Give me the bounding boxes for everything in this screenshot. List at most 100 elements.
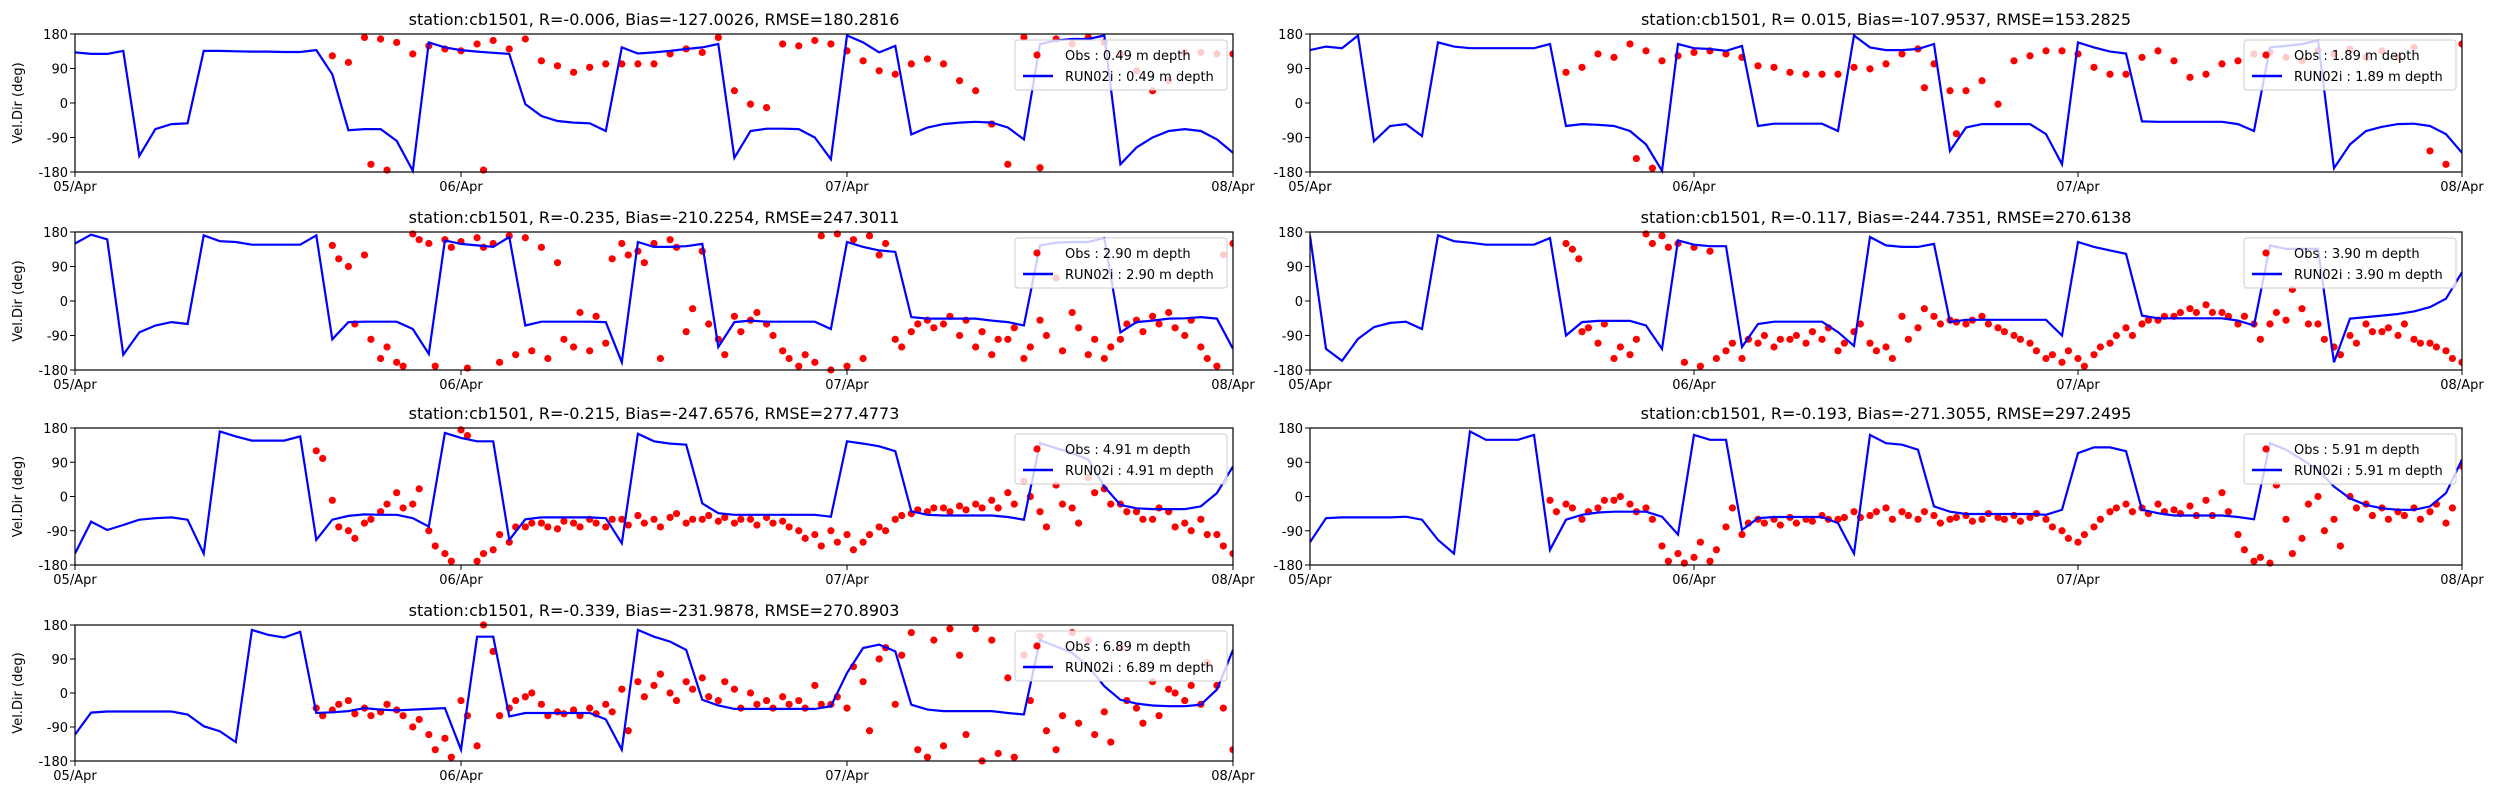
obs-point	[624, 251, 632, 259]
subplot-title: station:cb1501, R= 0.015, Bias=-107.9537…	[1641, 10, 2131, 29]
x-tick-label: 06/Apr	[439, 378, 483, 393]
obs-point	[1712, 546, 1720, 554]
obs-point	[1664, 557, 1672, 565]
obs-point	[801, 351, 809, 359]
y-tick-label: 0	[60, 491, 68, 506]
obs-point	[1866, 511, 1874, 520]
obs-point	[2346, 331, 2354, 340]
legend-model-label: RUN02i : 0.49 m depth	[1065, 70, 1214, 85]
obs-point	[1123, 320, 1131, 328]
obs-point	[1648, 164, 1656, 172]
obs-point	[907, 328, 915, 336]
obs-point	[955, 77, 964, 85]
obs-point	[602, 523, 610, 531]
legend-model-label: RUN02i : 6.89 m depth	[1065, 661, 1214, 676]
y-tick-label: -90	[47, 721, 68, 736]
obs-point	[383, 700, 391, 708]
y-tick-label: 0	[60, 687, 68, 702]
obs-point	[1994, 513, 2002, 522]
obs-point	[2208, 308, 2216, 317]
obs-point	[1834, 515, 1842, 523]
obs-point	[463, 364, 472, 372]
obs-point	[2352, 504, 2360, 512]
obs-point	[865, 232, 874, 240]
obs-point	[2042, 47, 2050, 55]
obs-point	[1626, 500, 1634, 508]
obs-point	[672, 696, 681, 705]
obs-point	[1610, 496, 1618, 504]
y-tick-label: -90	[47, 525, 68, 540]
obs-point	[2336, 542, 2344, 550]
obs-point	[1132, 704, 1141, 712]
obs-point	[672, 510, 681, 518]
obs-point	[537, 519, 546, 527]
obs-point	[376, 35, 385, 43]
subplot-title: station:cb1501, R=-0.215, Bias=-247.6576…	[409, 404, 900, 423]
obs-point	[425, 527, 433, 535]
obs-point	[367, 515, 375, 523]
obs-point	[537, 700, 546, 708]
subplot-2: station:cb1501, R=-0.235, Bias=-210.2254…	[11, 208, 1255, 393]
obs-point	[1722, 347, 1730, 355]
obs-point	[2186, 73, 2194, 81]
obs-point	[1084, 351, 1092, 359]
obs-point	[1075, 719, 1083, 727]
obs-point	[1866, 65, 1874, 73]
obs-point	[2090, 351, 2098, 359]
obs-point	[1075, 324, 1083, 332]
obs-point	[2442, 519, 2450, 527]
obs-point	[2352, 339, 2360, 347]
obs-point	[2234, 530, 2242, 539]
obs-point	[1578, 63, 1586, 71]
obs-point	[351, 534, 359, 542]
subplot-title: station:cb1501, R=-0.117, Bias=-244.7351…	[1641, 208, 2132, 227]
obs-point	[399, 362, 407, 370]
obs-point	[1872, 508, 1880, 516]
obs-point	[721, 678, 729, 686]
obs-point	[785, 523, 793, 531]
obs-point	[1165, 308, 1173, 317]
obs-point	[399, 712, 407, 720]
obs-point	[650, 515, 658, 523]
obs-point	[2058, 527, 2066, 535]
x-tick-label: 05/Apr	[53, 769, 97, 784]
x-tick-label: 06/Apr	[1672, 378, 1716, 393]
obs-point	[2112, 504, 2120, 512]
obs-point	[721, 351, 729, 359]
obs-point	[1738, 530, 1746, 539]
obs-point	[2010, 57, 2018, 65]
y-tick-label: 90	[51, 261, 68, 276]
obs-point	[2112, 331, 2120, 340]
obs-point	[1642, 504, 1650, 512]
y-tick-label: 90	[1286, 261, 1303, 276]
obs-point	[779, 693, 787, 701]
obs-point	[618, 239, 626, 248]
obs-point	[1578, 515, 1586, 523]
obs-point	[602, 60, 610, 68]
obs-point	[978, 328, 986, 336]
obs-point	[1229, 746, 1233, 754]
obs-point	[898, 511, 906, 520]
obs-point	[1203, 530, 1211, 539]
obs-point	[1026, 343, 1034, 351]
obs-point	[1994, 324, 2002, 332]
obs-point	[1706, 247, 1714, 255]
obs-point	[1696, 538, 1704, 546]
obs-point	[344, 696, 353, 705]
obs-point	[1600, 496, 1608, 504]
obs-point	[2128, 331, 2136, 340]
obs-point	[2058, 47, 2066, 55]
legend: Obs : 6.89 m depth RUN02i : 6.89 m depth	[1014, 630, 1228, 682]
subplot-0: station:cb1501, R=-0.006, Bias=-127.0026…	[11, 10, 1255, 195]
obs-point	[431, 542, 439, 550]
y-tick-label: 90	[51, 63, 68, 78]
obs-point	[1882, 60, 1890, 68]
subplot-3: station:cb1501, R=-0.117, Bias=-244.7351…	[1273, 208, 2484, 393]
obs-point	[457, 696, 465, 705]
obs-point	[1610, 354, 1618, 363]
obs-point	[1004, 489, 1012, 497]
obs-point	[360, 33, 369, 42]
obs-point	[569, 343, 578, 351]
obs-point	[1058, 500, 1067, 508]
obs-point	[1978, 312, 1986, 320]
